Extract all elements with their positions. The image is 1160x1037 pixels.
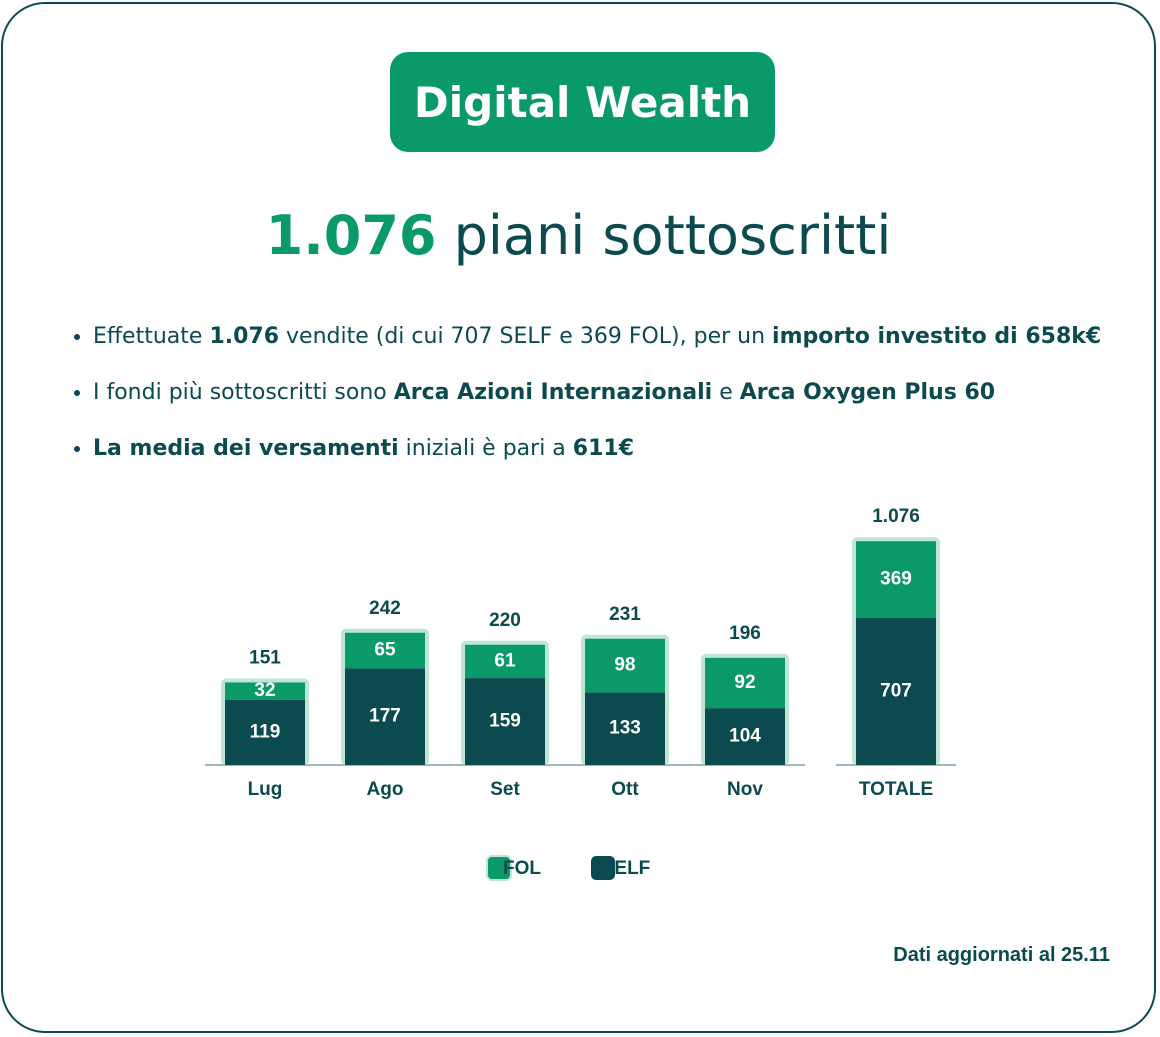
bullet-text: Effettuate xyxy=(93,324,210,349)
bullet-text: vendite (di cui 707 SELF e 369 FOL), per… xyxy=(279,324,773,349)
bar-segment xyxy=(705,708,785,765)
value-label: 119 xyxy=(250,721,281,742)
bullet-text: e xyxy=(712,380,740,405)
bar-segment xyxy=(585,692,665,765)
value-label: 177 xyxy=(369,706,401,727)
legend-swatch xyxy=(486,855,512,881)
bar-segment xyxy=(345,668,425,765)
bullet-list: Effettuate 1.076 vendite (di cui 707 SEL… xyxy=(65,322,1101,490)
headline: 1.076 piani sottoscritti xyxy=(3,204,1154,267)
bar-segment xyxy=(465,644,545,679)
bar-segment xyxy=(705,657,785,709)
total-label: 151 xyxy=(249,647,281,668)
bullet-text: 611€ xyxy=(572,436,635,461)
bullet-text: Arca Azioni Internazionali xyxy=(393,380,713,405)
badge: Digital Wealth xyxy=(390,52,775,152)
value-label: 61 xyxy=(494,650,516,671)
value-label: 65 xyxy=(374,640,396,661)
bullet-text: I fondi più sottoscritti sono xyxy=(93,380,394,405)
total-label: 242 xyxy=(369,598,401,619)
value-label: 707 xyxy=(880,681,912,702)
value-label: 92 xyxy=(734,672,755,693)
bar-segment xyxy=(856,617,936,765)
bar-segment xyxy=(585,638,665,693)
bullet: Effettuate 1.076 vendite (di cui 707 SEL… xyxy=(93,322,1101,352)
value-label: 159 xyxy=(489,711,521,732)
x-tick-label: TOTALE xyxy=(859,779,933,800)
bar-segment xyxy=(225,682,305,700)
value-label: 369 xyxy=(880,569,912,590)
footnote: Dati aggiornati al 25.11 xyxy=(893,944,1110,966)
bullet: La media dei versamenti iniziali è pari … xyxy=(93,434,1101,464)
value-label: 133 xyxy=(609,718,641,739)
bullet-text: Arca Oxygen Plus 60 xyxy=(739,380,996,405)
total-label: 1.076 xyxy=(872,506,920,527)
headline-part: 1.076 xyxy=(265,204,437,267)
bar-segment xyxy=(225,699,305,765)
x-tick-label: Ago xyxy=(367,779,404,800)
bar-segment xyxy=(465,678,545,765)
bullet-text: iniziali è pari a xyxy=(398,436,573,461)
headline-part: piani sottoscritti xyxy=(436,204,892,267)
bullet-text: 1.076 xyxy=(209,324,280,349)
x-tick-label: Lug xyxy=(248,779,283,800)
x-tick-label: Set xyxy=(490,779,520,800)
total-label: 220 xyxy=(489,610,521,631)
total-label: 196 xyxy=(729,623,761,644)
value-label: 32 xyxy=(254,680,275,701)
legend-label: SELF xyxy=(602,858,651,879)
bar-segment xyxy=(856,541,936,618)
total-label: 231 xyxy=(609,604,641,625)
value-label: 98 xyxy=(614,655,635,676)
value-label: 104 xyxy=(729,726,761,747)
legend-swatch xyxy=(591,856,615,880)
bullet: I fondi più sottoscritti sono Arca Azion… xyxy=(93,378,1101,408)
x-tick-label: Nov xyxy=(727,779,763,800)
bar-segment xyxy=(345,632,425,669)
bullet-text: importo investito di 658k€ xyxy=(772,324,1102,349)
bullet-text: La media dei versamenti xyxy=(93,436,399,461)
x-tick-label: Ott xyxy=(611,779,639,800)
legend-label: FOL xyxy=(503,858,541,879)
